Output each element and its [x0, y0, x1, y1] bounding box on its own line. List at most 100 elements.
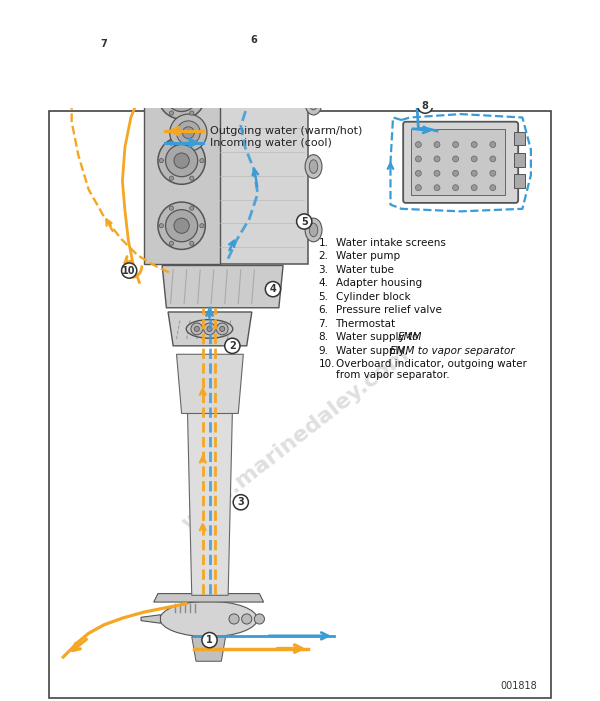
- Circle shape: [200, 158, 204, 163]
- Circle shape: [284, 0, 299, 3]
- Circle shape: [158, 202, 205, 250]
- Text: Water supply to: Water supply to: [335, 332, 421, 342]
- Circle shape: [169, 111, 173, 115]
- Circle shape: [212, 41, 219, 48]
- Circle shape: [190, 206, 194, 210]
- Circle shape: [418, 98, 433, 114]
- Circle shape: [220, 327, 225, 332]
- Polygon shape: [154, 594, 263, 602]
- Circle shape: [265, 282, 281, 297]
- Polygon shape: [176, 354, 244, 414]
- Circle shape: [182, 127, 194, 139]
- Bar: [411, 129, 505, 196]
- Text: 2: 2: [229, 341, 236, 350]
- Text: 3: 3: [238, 497, 244, 508]
- Polygon shape: [188, 414, 232, 595]
- Text: Water tube: Water tube: [335, 265, 394, 275]
- Text: 10.: 10.: [319, 360, 335, 369]
- Ellipse shape: [310, 160, 318, 173]
- Text: 6: 6: [250, 34, 257, 45]
- Circle shape: [452, 142, 458, 147]
- Circle shape: [174, 88, 189, 103]
- Circle shape: [203, 323, 215, 335]
- Ellipse shape: [160, 601, 257, 637]
- Circle shape: [170, 114, 207, 151]
- Text: 6.: 6.: [319, 305, 329, 315]
- Circle shape: [452, 185, 458, 191]
- Circle shape: [471, 156, 477, 162]
- Circle shape: [308, 41, 314, 48]
- Circle shape: [200, 224, 204, 228]
- Circle shape: [202, 632, 217, 648]
- Circle shape: [254, 41, 261, 48]
- Circle shape: [415, 170, 421, 176]
- Circle shape: [191, 323, 203, 335]
- Bar: [514, 174, 525, 188]
- Circle shape: [246, 32, 261, 47]
- Circle shape: [174, 218, 189, 233]
- Circle shape: [415, 142, 421, 147]
- Circle shape: [159, 224, 163, 228]
- Circle shape: [207, 327, 212, 332]
- Text: Water intake screens: Water intake screens: [335, 238, 445, 247]
- Circle shape: [434, 156, 440, 162]
- Circle shape: [233, 41, 240, 48]
- Text: 3.: 3.: [319, 265, 329, 275]
- Circle shape: [169, 176, 173, 180]
- Circle shape: [434, 170, 440, 176]
- Circle shape: [194, 327, 199, 332]
- Text: Incoming water (cool): Incoming water (cool): [209, 138, 331, 148]
- Text: Thermostat: Thermostat: [335, 319, 395, 329]
- Text: 8: 8: [422, 101, 428, 111]
- Circle shape: [216, 323, 228, 335]
- Circle shape: [166, 79, 197, 111]
- Circle shape: [159, 93, 163, 97]
- Circle shape: [122, 263, 137, 278]
- Ellipse shape: [186, 320, 233, 338]
- Ellipse shape: [310, 223, 318, 237]
- Circle shape: [190, 76, 194, 80]
- Circle shape: [225, 338, 240, 353]
- Polygon shape: [141, 615, 160, 623]
- Text: 4.: 4.: [319, 278, 329, 288]
- Text: 1.: 1.: [319, 238, 329, 247]
- FancyBboxPatch shape: [403, 122, 518, 203]
- Ellipse shape: [305, 218, 322, 242]
- Circle shape: [490, 142, 496, 147]
- Circle shape: [169, 141, 173, 145]
- Circle shape: [490, 156, 496, 162]
- Text: Water supply,: Water supply,: [335, 346, 411, 356]
- Polygon shape: [168, 312, 252, 346]
- Circle shape: [190, 176, 194, 180]
- Bar: [211, 37, 317, 53]
- Circle shape: [169, 206, 173, 210]
- Text: Outgoing water (warm/hot): Outgoing water (warm/hot): [209, 126, 362, 136]
- Circle shape: [471, 185, 477, 191]
- Circle shape: [471, 170, 477, 176]
- Bar: [514, 153, 525, 167]
- Text: 1: 1: [206, 635, 213, 645]
- Polygon shape: [162, 266, 283, 308]
- Polygon shape: [192, 637, 226, 661]
- Text: www.marinedaley.com: www.marinedaley.com: [178, 344, 413, 533]
- Circle shape: [176, 121, 200, 144]
- Text: 9.: 9.: [319, 346, 329, 356]
- Text: EMM: EMM: [398, 332, 422, 342]
- Circle shape: [190, 111, 194, 115]
- Text: Adapter housing: Adapter housing: [335, 278, 422, 288]
- Circle shape: [200, 93, 204, 97]
- Text: from vapor separator.: from vapor separator.: [335, 370, 449, 381]
- Circle shape: [275, 41, 282, 48]
- Circle shape: [190, 241, 194, 245]
- Text: 4: 4: [269, 284, 277, 294]
- Circle shape: [159, 158, 163, 163]
- Circle shape: [233, 495, 248, 510]
- Circle shape: [229, 614, 239, 624]
- Text: 7.: 7.: [319, 319, 329, 329]
- Text: Overboard indicator, outgoing water: Overboard indicator, outgoing water: [335, 360, 526, 369]
- Circle shape: [254, 614, 265, 624]
- Circle shape: [434, 142, 440, 147]
- Text: 001818: 001818: [500, 681, 537, 691]
- Text: Water pump: Water pump: [335, 251, 400, 261]
- Circle shape: [169, 241, 173, 245]
